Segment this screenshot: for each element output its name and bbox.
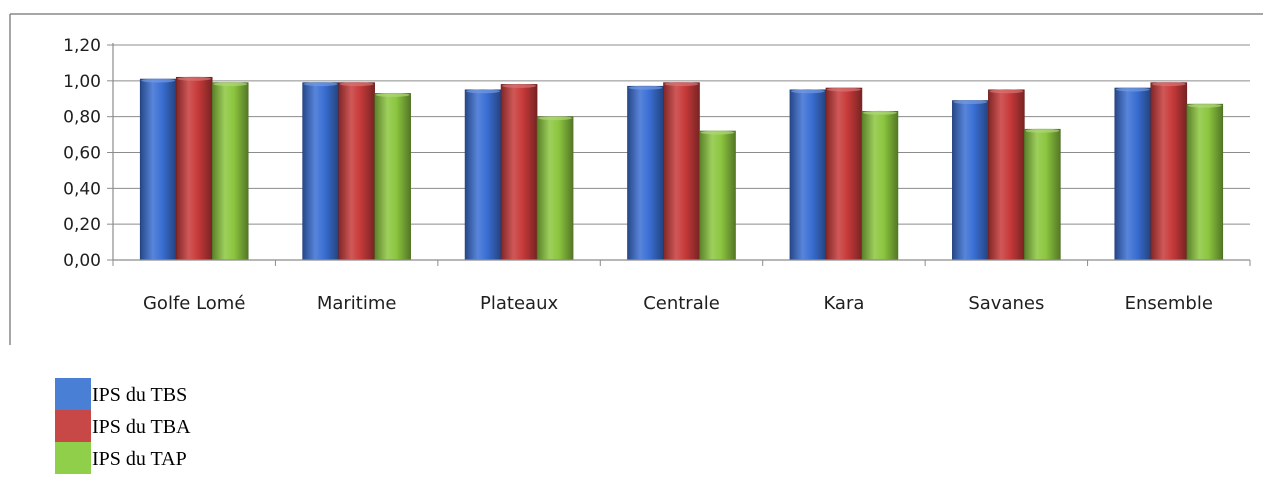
bar-ips-du-tap-4 bbox=[861, 110, 899, 261]
axes bbox=[112, 43, 1251, 266]
legend-swatch-tbs bbox=[55, 378, 91, 410]
bar-cap bbox=[1115, 87, 1150, 92]
legend-swatch-tap bbox=[55, 442, 91, 474]
bar-cap bbox=[303, 82, 338, 87]
category-label: Maritime bbox=[317, 293, 397, 314]
bar-cap bbox=[538, 116, 573, 121]
bar-ips-du-tbs-6 bbox=[1114, 87, 1152, 261]
bar-cap bbox=[466, 89, 501, 94]
bar-ips-du-tap-1 bbox=[374, 93, 411, 261]
bar-ips-du-tbs-4 bbox=[789, 89, 827, 261]
y-tick-label: 0,20 bbox=[63, 215, 101, 235]
y-tick-label: 0,60 bbox=[63, 144, 101, 164]
bar-cap bbox=[700, 130, 735, 135]
category-label: Kara bbox=[823, 293, 864, 314]
y-tick-label: 1,20 bbox=[63, 36, 101, 56]
bar-cap bbox=[213, 82, 248, 87]
bar-ips-du-tba-2 bbox=[500, 84, 538, 261]
bar-cap bbox=[1187, 103, 1222, 108]
bar-ips-du-tbs-1 bbox=[302, 82, 339, 261]
legend-label-tba: IPS du TBA bbox=[92, 416, 191, 438]
legend-label-tap: IPS du TAP bbox=[92, 448, 187, 470]
y-axis-ticks: 0,00 0,20 0,40 0,60 0,80 1,00 1,20 bbox=[63, 36, 113, 271]
bar-cap bbox=[989, 89, 1024, 94]
bar-cap bbox=[1025, 128, 1060, 133]
bar-ips-du-tba-4 bbox=[825, 87, 863, 261]
bar-cap bbox=[953, 100, 988, 105]
category-labels: Golfe Lomé Maritime Plateaux Centrale Kara Sa… bbox=[143, 293, 1213, 314]
bars bbox=[139, 76, 1224, 261]
bar-ips-du-tap-5 bbox=[1024, 128, 1061, 261]
bar-chart: 0,00 0,20 0,40 0,60 0,80 1,00 1,20 Golfe Lomé M… bbox=[9, 13, 1263, 345]
legend-swatch-tba bbox=[55, 410, 91, 442]
bar-cap bbox=[1151, 82, 1186, 87]
category-label: Plateaux bbox=[480, 293, 558, 314]
category-label: Golfe Lomé bbox=[143, 293, 245, 314]
y-tick-label: 0,80 bbox=[63, 108, 101, 128]
bar-ips-du-tba-0 bbox=[175, 76, 213, 261]
y-tick-label: 1,00 bbox=[63, 72, 101, 92]
bar-cap bbox=[339, 82, 374, 87]
category-label: Centrale bbox=[643, 293, 720, 314]
bar-ips-du-tba-1 bbox=[338, 82, 375, 261]
bar-cap bbox=[826, 87, 861, 92]
bar-ips-du-tbs-5 bbox=[952, 100, 989, 261]
bar-ips-du-tbs-2 bbox=[464, 89, 502, 261]
bar-cap bbox=[375, 92, 410, 97]
bar-cap bbox=[177, 76, 212, 81]
bar-ips-du-tbs-0 bbox=[139, 78, 177, 261]
bar-cap bbox=[664, 82, 699, 87]
bar-ips-du-tba-5 bbox=[988, 89, 1025, 261]
bar-cap bbox=[862, 110, 897, 115]
bar-cap bbox=[502, 83, 537, 88]
bar-cap bbox=[141, 78, 176, 83]
chart-frame: 0,00 0,20 0,40 0,60 0,80 1,00 1,20 Golfe Lomé M… bbox=[9, 13, 1263, 345]
bar-ips-du-tbs-3 bbox=[627, 85, 664, 261]
bar-ips-du-tap-0 bbox=[211, 82, 249, 261]
bar-cap bbox=[790, 89, 825, 94]
bar-cap bbox=[628, 85, 663, 90]
bar-ips-du-tap-3 bbox=[699, 130, 736, 261]
y-tick-label: 0,00 bbox=[63, 251, 101, 271]
legend-label-tbs: IPS du TBS bbox=[92, 384, 188, 406]
bar-ips-du-tap-2 bbox=[536, 116, 574, 261]
y-tick-label: 0,40 bbox=[63, 179, 101, 199]
category-label: Savanes bbox=[968, 293, 1044, 314]
bar-ips-du-tba-6 bbox=[1150, 82, 1188, 261]
category-label: Ensemble bbox=[1125, 293, 1213, 314]
bar-ips-du-tba-3 bbox=[663, 82, 700, 261]
bar-ips-du-tap-6 bbox=[1186, 103, 1224, 261]
